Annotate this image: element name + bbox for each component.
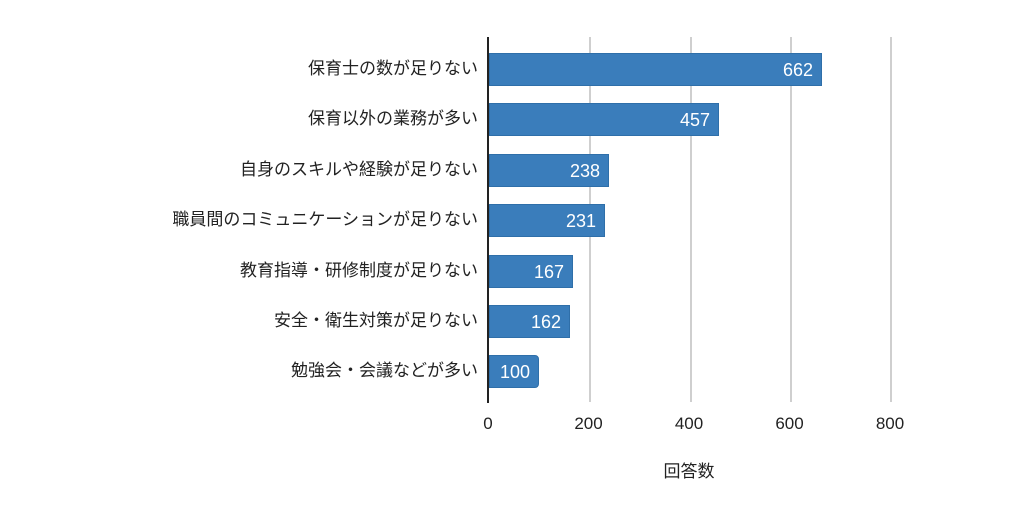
bar-value-label: 167 <box>533 261 564 282</box>
bar: 162 <box>489 305 570 338</box>
category-label: 勉強会・会議などが多い <box>291 361 478 382</box>
bar-value-label: 662 <box>782 60 813 80</box>
x-tick-label: 200 <box>574 414 603 433</box>
bar: 238 <box>489 153 609 187</box>
x-axis-label: 回答数 <box>663 462 715 482</box>
y-axis-line <box>487 37 489 403</box>
bar: 167 <box>489 254 573 288</box>
category-label: 教育指導・研修制度が足りない <box>240 260 478 281</box>
bar-value-label: 457 <box>679 110 710 131</box>
gridline-400 <box>690 37 692 402</box>
category-label: 安全・衛生対策が足りない <box>274 311 478 331</box>
bar-value-label: 162 <box>530 312 561 332</box>
x-tick-label: 0 <box>483 414 493 433</box>
bar-value-label: 100 <box>499 362 530 383</box>
bar: 662 <box>489 53 822 86</box>
gridline-600 <box>790 37 792 402</box>
category-label: 保育以外の業務が多い <box>308 109 478 130</box>
bar-value-label: 231 <box>565 211 596 232</box>
bar: 100 <box>489 355 539 389</box>
category-label: 自身のスキルや経験が足りない <box>240 159 478 180</box>
bar: 457 <box>489 103 719 137</box>
category-label: 保育士の数が足りない <box>308 59 478 79</box>
x-tick-label: 800 <box>875 414 905 433</box>
x-tick-label: 600 <box>775 414 804 433</box>
gridline-800 <box>890 37 892 402</box>
bar: 231 <box>489 204 605 238</box>
bar-value-label: 238 <box>569 160 600 181</box>
x-tick-label: 400 <box>674 414 704 433</box>
category-label: 職員間のコミュニケーションが足りない <box>172 210 478 231</box>
